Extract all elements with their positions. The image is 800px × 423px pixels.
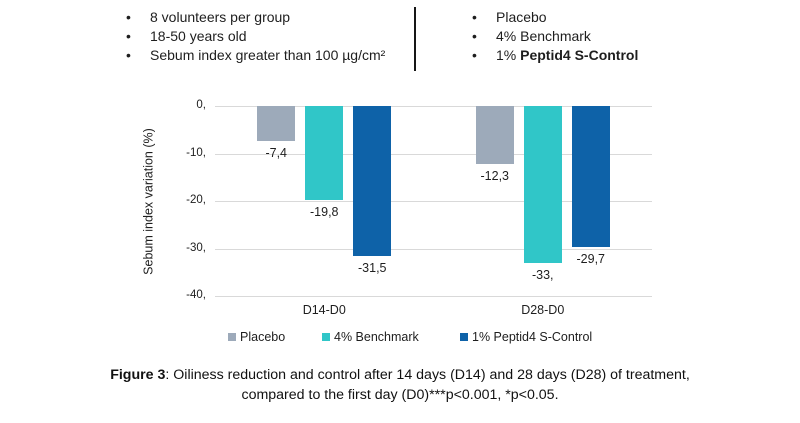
legend-swatch-icon [322,333,330,341]
bar-value-label: -19,8 [310,205,339,220]
bullet-icon: • [126,47,131,63]
gridline [215,153,652,155]
bar-value-label: -33, [531,267,554,282]
criteria-text: 8 volunteers per group [150,9,291,25]
inclusion-criteria-list: • 8 volunteers per group • 18-50 years o… [126,8,385,65]
legend-label: 1% Peptid4 S-Control [472,330,593,344]
legend-swatch-icon [460,333,468,341]
criteria-text: 18-50 years old [150,28,247,44]
y-axis-tick-label: -10, [186,146,206,159]
bar-value-label: -31,5 [358,260,387,275]
bullet-icon: • [472,28,477,44]
y-axis-tick-label: -20, [186,194,206,206]
y-axis-tick-label: -30, [186,241,206,254]
bar-4-benchmark-d28-d0 [523,106,562,263]
x-category-label: D14-D0 [302,303,346,317]
bullet-icon: • [126,9,131,25]
bullet-icon: • [472,47,477,63]
caption-line1: : Oiliness reduction and control after 1… [165,367,690,383]
bar-placebo-d28-d0 [475,106,514,165]
legend-item-placebo: Placebo [228,330,285,344]
bar-1-peptid4-s-control-d28-d0 [571,106,610,248]
list-item: • 8 volunteers per group [126,8,385,27]
y-axis-tick-label: 0, [196,99,206,111]
bar-placebo-d14-d0 [257,106,296,142]
legend-item-1-peptid4-s-control: 1% Peptid4 S-Control [460,330,592,344]
criteria-text: Sebum index greater than 100 µg/cm² [150,47,386,63]
y-axis-tick-label: -40, [186,289,206,301]
list-item: • Sebum index greater than 100 µg/cm² [126,46,385,65]
caption-line2: compared to the first day (D0)***p<0.001… [241,386,559,403]
legend-label: Placebo [240,330,286,344]
group-text: Placebo [496,9,547,25]
bar-1-peptid4-s-control-d14-d0 [353,106,392,256]
gridline [215,201,652,202]
x-category-label: D28-D0 [521,303,565,317]
figure-number: Figure 3 [110,367,166,383]
list-item: • 1% Peptid4 S-Control [472,46,638,65]
gridline [215,296,652,297]
legend-swatch-icon [228,333,236,341]
bar-value-label: -7,4 [265,146,288,161]
bar-chart-plot-area: -7,4 -19,8 -31,5 -12,3 -33, -29,7 [215,106,652,297]
gridline [215,248,652,250]
bar-4-benchmark-d14-d0 [305,106,344,201]
group-text: 1% Peptid4 S-Control [496,47,639,63]
group-text: 4% Benchmark [496,28,591,44]
list-item: • 4% Benchmark [472,27,638,46]
vertical-divider [414,7,416,71]
list-item: • Placebo [472,8,638,27]
figure-caption: Figure 3: Oiliness reduction and control… [0,366,800,405]
list-item: • 18-50 years old [126,27,385,46]
legend-item-4-benchmark: 4% Benchmark [322,330,419,344]
treatment-groups-list: • Placebo • 4% Benchmark • 1% Peptid4 S-… [472,8,638,65]
bar-value-label: -29,7 [576,252,606,267]
legend-label: 4% Benchmark [334,330,419,344]
bullet-icon: • [126,28,131,44]
gridline [215,106,652,107]
bullet-icon: • [472,9,477,25]
bar-value-label: -12,3 [480,169,510,184]
